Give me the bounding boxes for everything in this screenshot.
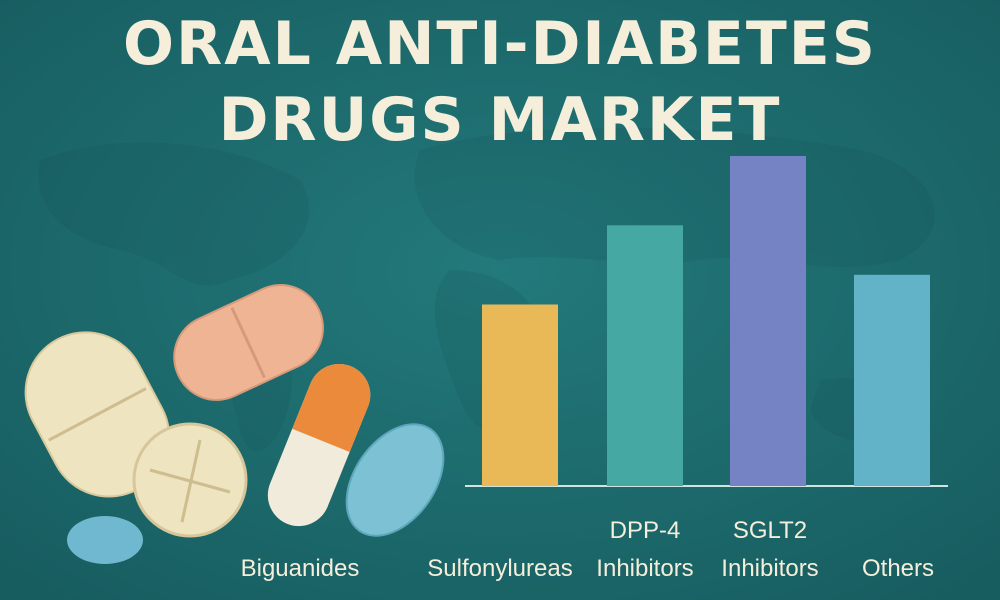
bar xyxy=(854,274,930,486)
bar xyxy=(607,225,683,487)
x-tick-label: Others xyxy=(862,555,934,582)
x-tick-label: Biguanides xyxy=(241,555,360,582)
bar xyxy=(482,304,558,486)
x-tick-label: Sulfonylureas xyxy=(427,555,572,582)
chart-title: ORAL ANTI-DIABETES DRUGS MARKET xyxy=(123,9,877,155)
x-tick-label: DPP-4 Inhibitors xyxy=(596,517,693,582)
pills xyxy=(24,284,445,564)
x-tick-label: SGLT2 Inhibitors xyxy=(721,517,818,582)
bar xyxy=(730,156,806,486)
